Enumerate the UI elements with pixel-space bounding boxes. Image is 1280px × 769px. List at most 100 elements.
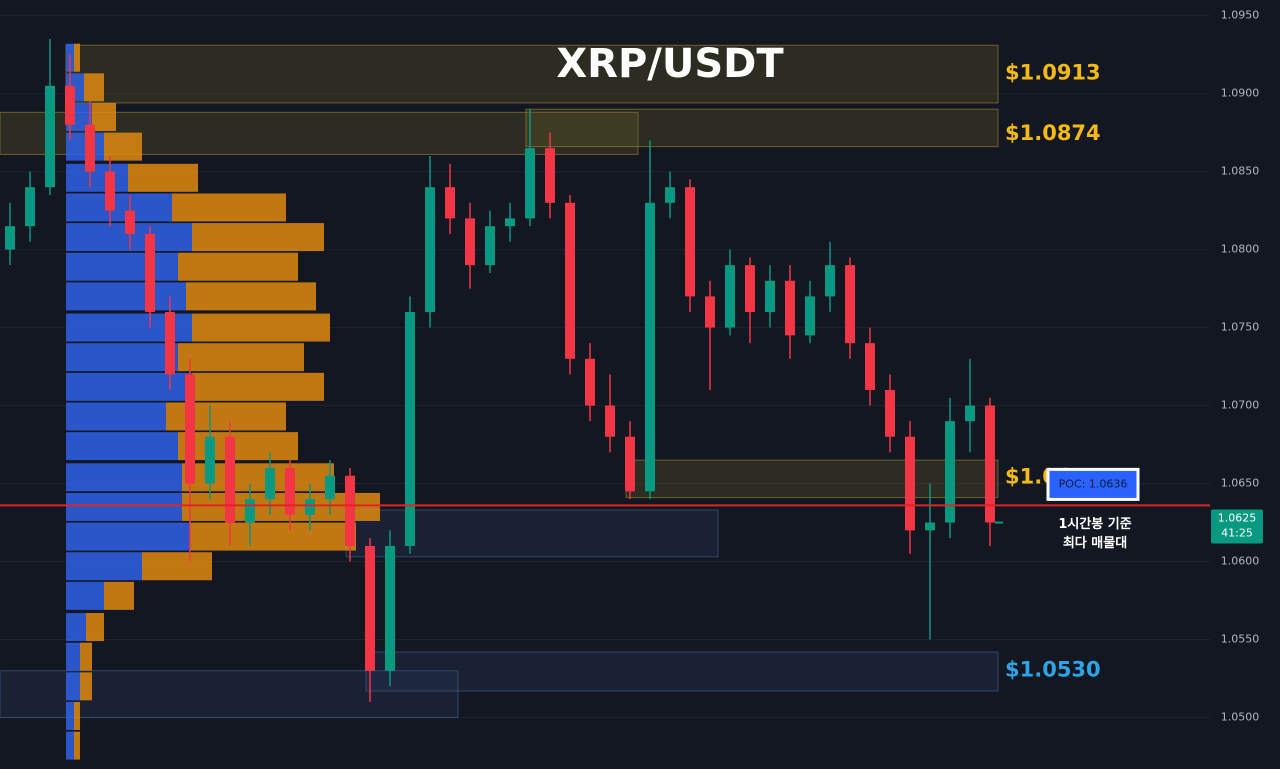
profile-buy (66, 193, 172, 222)
profile-buy (66, 372, 192, 401)
zone (625, 459, 999, 499)
candle-body (985, 405, 995, 523)
candle-body (905, 436, 915, 531)
profile-sell (80, 642, 92, 671)
candle-body (465, 218, 475, 266)
profile-buy (66, 701, 74, 730)
candle-body (605, 405, 615, 437)
candle-body (585, 358, 595, 406)
profile-buy (66, 552, 142, 581)
profile-sell (192, 313, 330, 342)
zone-label: $1.0913 (1005, 60, 1101, 84)
candle-body (825, 265, 835, 297)
profile-sell (142, 552, 212, 581)
candle-body (425, 187, 435, 312)
candle-body (725, 265, 735, 328)
candle-body (265, 467, 275, 500)
candle-body (565, 202, 575, 359)
candle-body (285, 467, 295, 515)
candle-body (65, 85, 75, 125)
profile-buy (66, 163, 128, 192)
candle-body (105, 171, 115, 211)
candle-body (525, 148, 535, 219)
profile-sell (92, 102, 116, 131)
profile-buy (66, 343, 178, 372)
candle-body (925, 522, 935, 531)
y-tick-label: 1.0700 (1221, 399, 1260, 412)
profile-sell (192, 223, 324, 252)
price-tag (1211, 509, 1263, 544)
candle-body (445, 187, 455, 219)
price-tag-countdown: 41:25 (1221, 527, 1253, 540)
chart-title: XRP/USDT (556, 41, 784, 87)
candle-body (85, 124, 95, 172)
candle-body (885, 389, 895, 437)
profile-buy (66, 402, 166, 431)
candle-body (865, 343, 875, 390)
profile-sell (74, 731, 80, 760)
candle-body (125, 210, 135, 234)
profile-sell (74, 701, 80, 730)
profile-sell (104, 132, 142, 161)
candle-body (765, 280, 775, 312)
candle-body (745, 265, 755, 312)
candle-body (165, 311, 175, 375)
candle-body (685, 187, 695, 297)
profile-sell (128, 163, 198, 192)
zone (65, 44, 999, 104)
profile-buy (66, 613, 86, 642)
y-tick-label: 1.0650 (1221, 477, 1260, 490)
profile-sell (178, 432, 298, 461)
candle-body (785, 280, 795, 336)
profile-buy (66, 432, 178, 461)
profile-sell (104, 581, 134, 610)
candle-body (965, 405, 975, 422)
profile-buy (66, 252, 178, 281)
candle-body (945, 421, 955, 523)
y-tick-label: 1.0750 (1221, 321, 1260, 334)
zone (525, 108, 999, 148)
poc-note: 1시간봉 기준 (1058, 516, 1131, 532)
profile-buy (66, 282, 186, 311)
profile-sell (80, 672, 92, 701)
profile-sell (190, 522, 356, 551)
profile-buy (66, 642, 80, 671)
candle-body (645, 202, 655, 492)
poc-box (1046, 467, 1140, 501)
profile-buy (66, 731, 74, 760)
candle-body (505, 218, 515, 227)
candle-body (805, 296, 815, 336)
y-tick-label: 1.0850 (1221, 165, 1260, 178)
candle-body (705, 296, 715, 328)
profile-sell (84, 73, 104, 102)
candle-body (325, 475, 335, 500)
profile-sell (178, 252, 298, 281)
candle-body (185, 374, 195, 484)
profile-sell (186, 282, 316, 311)
y-tick-label: 1.0600 (1221, 555, 1260, 568)
candle-body (345, 475, 355, 546)
candle-body (305, 499, 315, 515)
profile-sell (74, 43, 80, 72)
candle-body (5, 226, 15, 250)
candle-body (845, 265, 855, 344)
zone-label: $1.0530 (1005, 658, 1101, 682)
poc-label: POC: 1.0636 (1059, 477, 1128, 490)
candle-body (225, 436, 235, 523)
y-tick-label: 1.0900 (1221, 87, 1260, 100)
poc-note: 최다 매물대 (1063, 535, 1127, 551)
profile-sell (178, 343, 304, 372)
candle-body (365, 545, 375, 671)
profile-sell (86, 613, 104, 642)
y-tick-label: 1.0500 (1221, 711, 1260, 724)
y-tick-label: 1.0550 (1221, 633, 1260, 646)
candle-body (245, 499, 255, 523)
zone (365, 651, 999, 692)
candle-body (625, 436, 635, 492)
candle-body (665, 187, 675, 203)
profile-buy (66, 581, 104, 610)
candle-body (485, 226, 495, 266)
candle-body (205, 436, 215, 484)
profile-sell (192, 372, 324, 401)
